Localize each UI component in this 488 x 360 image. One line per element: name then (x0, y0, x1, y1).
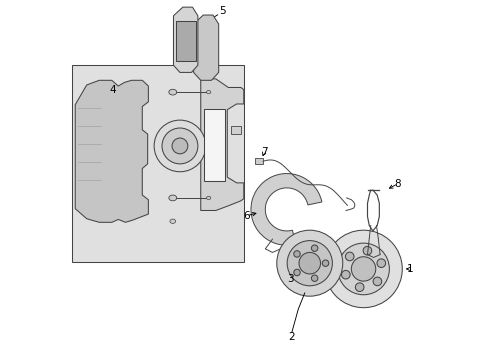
Text: 8: 8 (394, 179, 401, 189)
Ellipse shape (169, 219, 175, 224)
Circle shape (337, 243, 388, 295)
Polygon shape (173, 7, 198, 72)
Circle shape (311, 275, 317, 282)
Text: 3: 3 (286, 274, 293, 284)
Polygon shape (175, 22, 196, 61)
Text: 5: 5 (219, 6, 226, 17)
Text: 4: 4 (109, 85, 116, 95)
Ellipse shape (206, 90, 210, 94)
Circle shape (372, 277, 381, 286)
Circle shape (293, 251, 300, 257)
Text: 7: 7 (261, 147, 267, 157)
Polygon shape (75, 80, 148, 222)
Polygon shape (204, 109, 224, 181)
Circle shape (293, 269, 300, 276)
Circle shape (298, 252, 320, 274)
Circle shape (276, 230, 342, 296)
Circle shape (162, 128, 198, 164)
Circle shape (355, 283, 363, 292)
Circle shape (311, 245, 317, 251)
Circle shape (341, 270, 349, 279)
Ellipse shape (206, 196, 210, 199)
Wedge shape (250, 174, 321, 245)
Circle shape (154, 120, 205, 172)
Circle shape (345, 252, 353, 261)
Polygon shape (72, 65, 244, 262)
Circle shape (324, 230, 402, 308)
Bar (230, 126, 241, 134)
Ellipse shape (168, 89, 176, 95)
Text: 6: 6 (243, 211, 249, 221)
Circle shape (286, 240, 332, 286)
Polygon shape (193, 15, 218, 80)
Bar (255, 158, 263, 164)
Circle shape (376, 259, 385, 267)
Circle shape (172, 138, 187, 154)
Text: 2: 2 (288, 332, 295, 342)
Text: 1: 1 (407, 264, 413, 274)
Polygon shape (201, 79, 244, 211)
Ellipse shape (168, 195, 176, 201)
Circle shape (322, 260, 328, 266)
Circle shape (363, 246, 371, 255)
Circle shape (351, 257, 375, 281)
